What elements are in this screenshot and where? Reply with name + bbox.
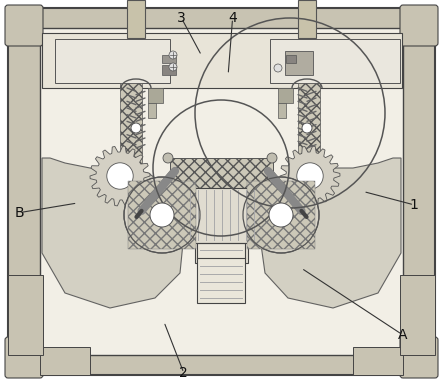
Bar xyxy=(128,181,196,249)
Bar xyxy=(148,88,163,103)
Text: B: B xyxy=(15,206,25,219)
Circle shape xyxy=(297,163,323,189)
Text: 4: 4 xyxy=(228,11,237,25)
FancyBboxPatch shape xyxy=(5,5,43,46)
Circle shape xyxy=(150,203,174,227)
Bar xyxy=(162,55,176,63)
Polygon shape xyxy=(42,158,185,308)
Text: 1: 1 xyxy=(410,198,419,212)
Bar xyxy=(162,65,176,75)
Bar xyxy=(298,0,316,38)
Polygon shape xyxy=(280,146,340,206)
Circle shape xyxy=(302,123,312,133)
Circle shape xyxy=(243,177,319,253)
Circle shape xyxy=(163,153,173,163)
Bar xyxy=(120,83,142,168)
Circle shape xyxy=(131,123,141,133)
Bar xyxy=(270,39,400,83)
Polygon shape xyxy=(258,158,401,308)
Bar xyxy=(197,241,245,303)
Text: A: A xyxy=(398,328,408,342)
Circle shape xyxy=(169,51,177,59)
Bar xyxy=(127,0,145,38)
Polygon shape xyxy=(90,146,150,206)
Bar xyxy=(170,158,273,188)
Bar xyxy=(195,173,248,263)
FancyBboxPatch shape xyxy=(5,337,43,378)
Bar xyxy=(42,33,402,88)
Bar xyxy=(278,88,293,103)
Circle shape xyxy=(269,203,293,227)
Bar xyxy=(8,275,43,355)
Text: 2: 2 xyxy=(179,366,188,380)
FancyBboxPatch shape xyxy=(400,337,438,378)
Circle shape xyxy=(169,63,177,71)
Bar xyxy=(286,55,296,63)
Text: 3: 3 xyxy=(177,11,186,25)
Bar xyxy=(55,39,170,83)
Circle shape xyxy=(274,64,282,72)
Bar xyxy=(148,103,156,118)
Bar xyxy=(298,83,320,168)
Circle shape xyxy=(107,163,133,189)
Bar xyxy=(285,51,313,75)
Circle shape xyxy=(267,153,277,163)
Circle shape xyxy=(124,177,200,253)
Bar xyxy=(40,347,90,375)
Bar xyxy=(353,347,403,375)
Bar xyxy=(400,275,435,355)
Bar xyxy=(247,181,315,249)
Bar xyxy=(278,103,286,118)
Bar xyxy=(40,28,403,355)
Bar xyxy=(183,188,261,243)
FancyBboxPatch shape xyxy=(400,5,438,46)
